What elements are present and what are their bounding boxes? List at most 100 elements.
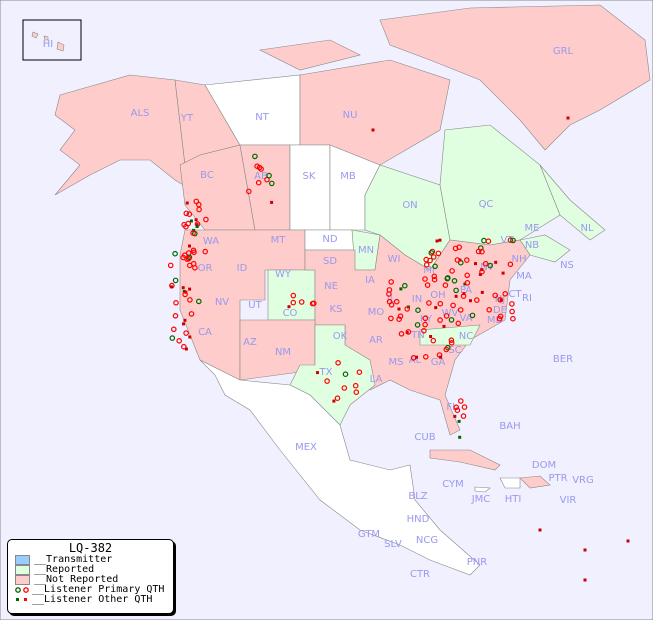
label-UT: UT (248, 300, 262, 311)
listener-other-qth-marker (415, 355, 418, 359)
listener-primary-qth-marker (290, 299, 297, 306)
listener-primary-qth-marker (172, 250, 178, 257)
region-CUB (429, 449, 501, 471)
listener-primary-qth-marker (341, 385, 348, 391)
listener-primary-qth-marker (453, 287, 459, 294)
label-NM: NM (275, 347, 291, 358)
label-WV: WV (442, 308, 459, 319)
label-QC: QC (479, 199, 494, 210)
listener-other-qth-marker (501, 271, 505, 275)
listener-primary-qth-marker (464, 279, 471, 286)
label-TX: TX (319, 367, 333, 378)
listener-primary-qth-marker (335, 359, 341, 366)
label-BC: BC (200, 170, 214, 181)
listener-primary-qth-marker (172, 312, 179, 319)
region-US-west (179, 229, 306, 381)
listener-primary-qth-marker (258, 166, 264, 172)
listener-other-qth-marker (435, 239, 439, 243)
label-JMC: JMC (471, 494, 491, 505)
listener-primary-qth-marker (255, 179, 262, 186)
label-MB: MB (340, 171, 356, 182)
label-PTR: PTR (548, 473, 567, 484)
region-NL (539, 164, 606, 241)
listener-other-qth-marker (397, 307, 401, 311)
label-CUB: CUB (414, 432, 435, 443)
label-ALS: ALS (131, 108, 150, 119)
label-SK: SK (303, 171, 316, 182)
listener-primary-qth-marker (452, 245, 459, 252)
label-ON: ON (402, 200, 417, 211)
label-OK: OK (333, 331, 348, 342)
listener-dots (167, 116, 630, 582)
listener-primary-qth-marker (183, 210, 190, 217)
listener-other-qth-marker (457, 419, 461, 423)
legend-reported: __Reported (8, 565, 173, 575)
listener-other-qth-marker (469, 299, 472, 303)
label-GRL: GRL (553, 46, 574, 57)
listener-primary-qth-marker (176, 337, 183, 344)
label-AR: AR (369, 335, 383, 346)
region-JMC (474, 486, 491, 493)
listener-other-qth-marker (189, 219, 193, 223)
region-SK (289, 144, 331, 231)
label-AZ: AZ (243, 337, 257, 348)
label-NL: NL (580, 223, 593, 234)
label-NC: NC (459, 331, 473, 342)
listener-primary-qth-marker (460, 293, 467, 299)
listener-primary-qth-marker (448, 317, 455, 323)
listener-primary-qth-marker (437, 300, 444, 307)
listener-primary-qth-marker (183, 330, 189, 336)
label-NS: NS (560, 260, 574, 271)
listener-other-qth-marker (583, 578, 587, 582)
transmitter-swatch (15, 555, 30, 565)
listener-primary-qth-marker (169, 335, 176, 341)
listener-primary-qth-marker (449, 268, 455, 274)
label-NT: NT (255, 112, 269, 123)
primary-qth-icon (15, 586, 30, 594)
listener-primary-qth-marker (450, 302, 456, 309)
listener-other-qth-marker (480, 290, 484, 294)
listener-other-qth-marker (499, 298, 503, 302)
listener-other-qth-marker (184, 347, 188, 351)
legend-not-reported: __Not Reported (8, 575, 173, 585)
listener-other-qth-marker (185, 201, 189, 205)
listener-primary-qth-marker (422, 315, 429, 322)
listener-primary-qth-marker (507, 237, 514, 243)
legend: LQ-382 __Transmitter __Reported __Not Re… (7, 539, 174, 614)
listener-primary-qth-marker (464, 272, 471, 279)
listener-primary-qth-marker (405, 329, 412, 335)
listener-other-qth-marker (183, 318, 187, 322)
label-VIR: VIR (560, 495, 577, 506)
label-DOM: DOM (532, 460, 556, 471)
region-GRL (379, 4, 651, 151)
listener-primary-qth-marker (457, 398, 464, 404)
listener-primary-qth-marker (453, 404, 460, 411)
listener-primary-qth-marker (448, 339, 455, 346)
listener-primary-qth-marker (324, 378, 330, 384)
listener-primary-qth-marker (497, 296, 504, 303)
listener-primary-qth-marker (252, 153, 258, 160)
listener-primary-qth-marker (424, 282, 431, 288)
listener-primary-qth-marker (431, 273, 438, 280)
listener-primary-qth-marker (487, 262, 494, 269)
listener-primary-qth-marker (254, 163, 260, 170)
label-WI: WI (388, 254, 401, 265)
listener-primary-qth-marker (454, 257, 461, 263)
listener-primary-qth-marker (196, 298, 202, 305)
listener-primary-qth-marker (388, 315, 394, 322)
region-HTI (499, 477, 521, 489)
listener-primary-qth-marker (442, 282, 449, 289)
listener-other-qth-marker (405, 330, 409, 334)
label-LA: LA (370, 374, 383, 385)
listener-primary-qth-marker (473, 297, 480, 303)
legend-other-qth: __Listener Other QTH (8, 595, 173, 605)
label-MS: MS (389, 357, 404, 368)
listener-other-qth-marker (478, 273, 482, 276)
listener-primary-qth-marker (414, 322, 421, 328)
listener-other-qth-marker (270, 200, 274, 204)
hawaii-inset (22, 19, 82, 61)
listener-other-qth-marker (188, 287, 192, 291)
listener-other-qth-marker (453, 414, 457, 418)
listener-other-qth-marker (399, 287, 403, 291)
listener-primary-qth-marker (510, 237, 516, 244)
